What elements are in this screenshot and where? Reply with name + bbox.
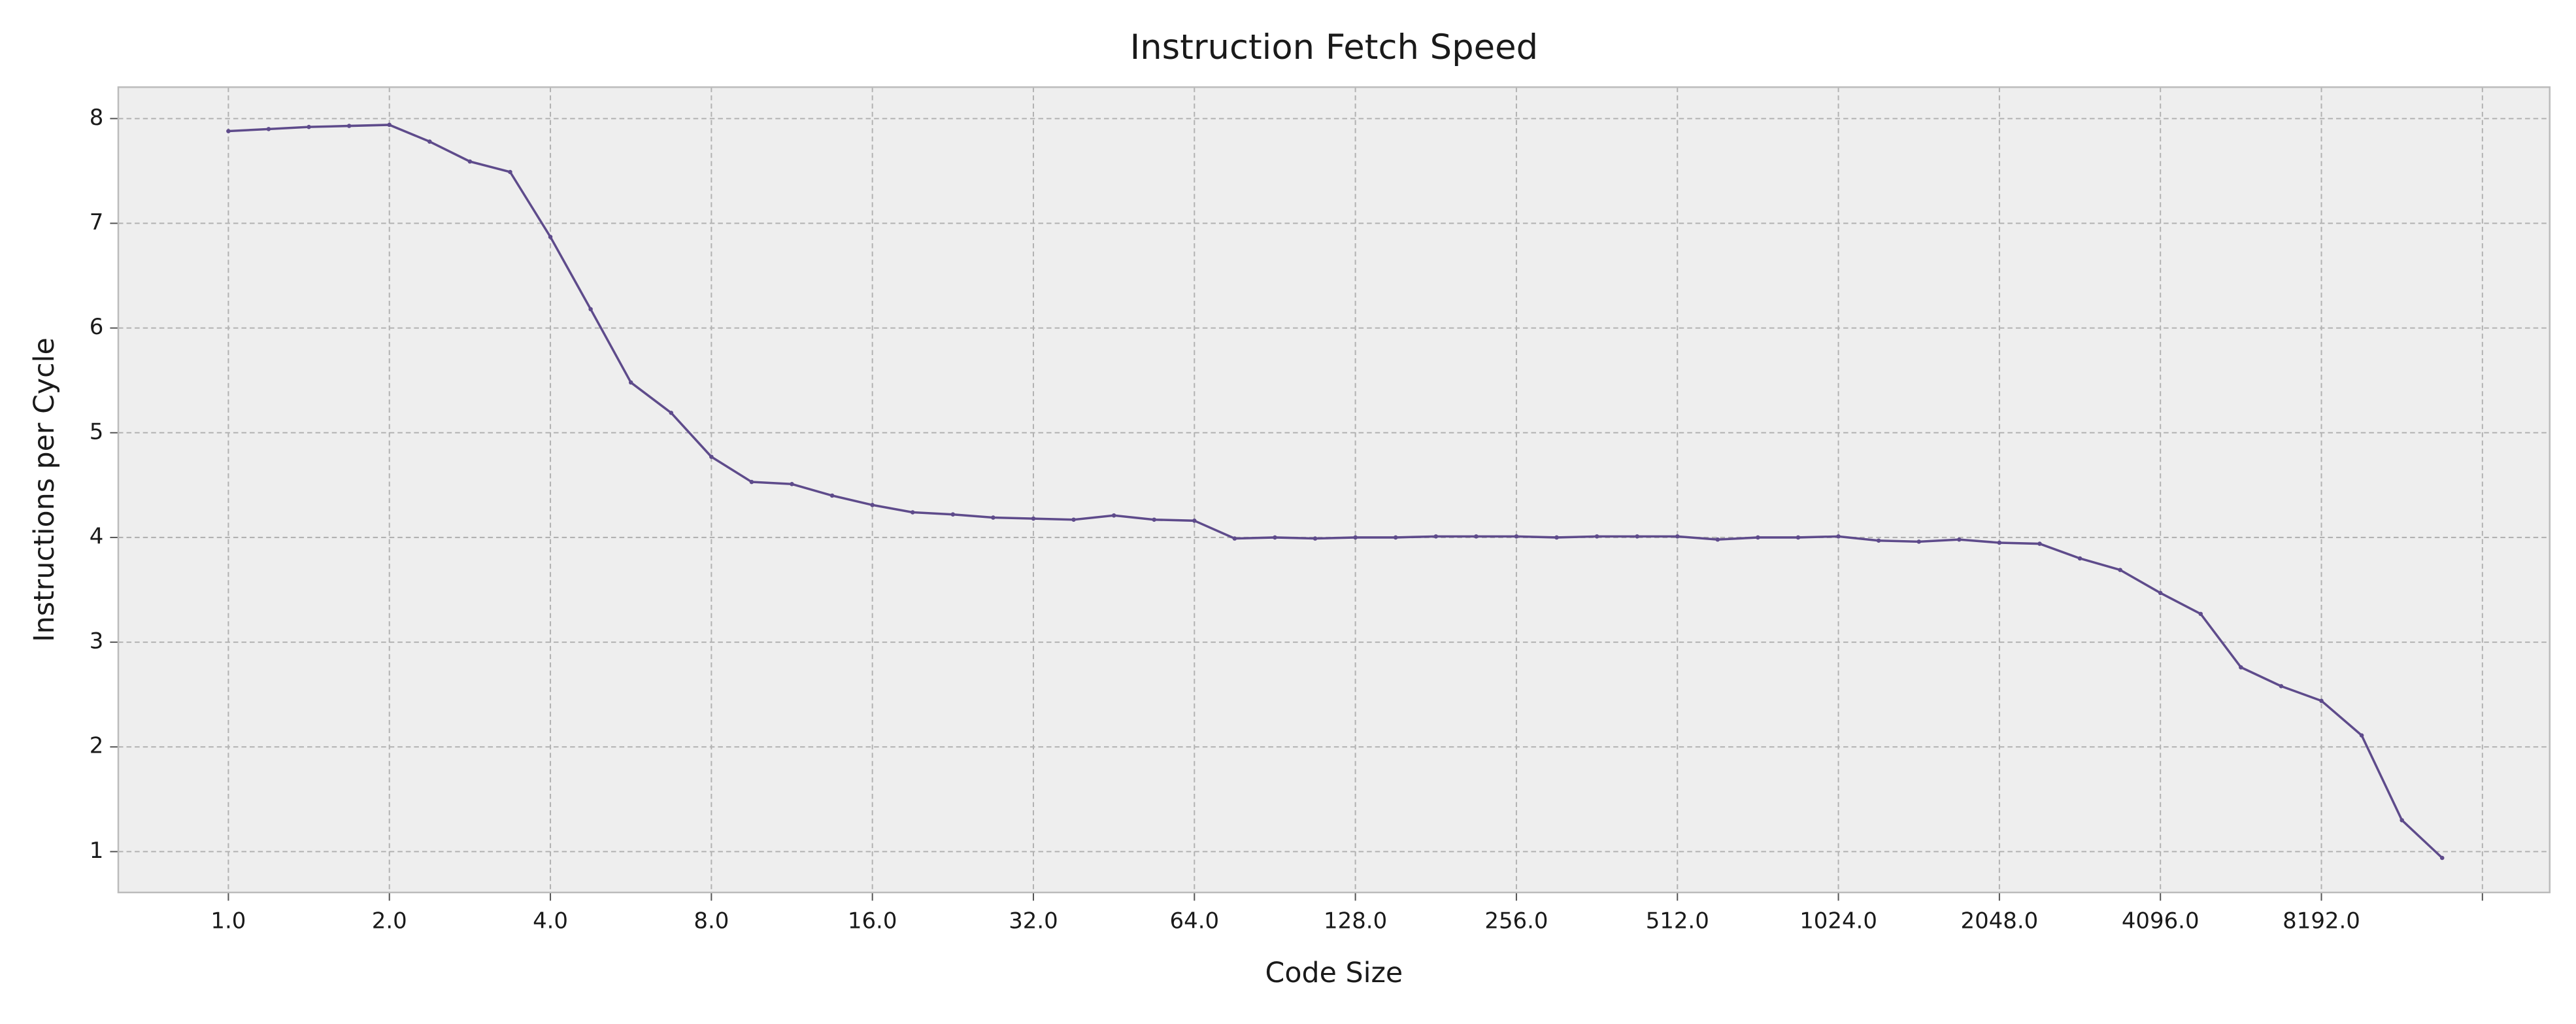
data-point bbox=[2077, 556, 2083, 561]
x-tick-label: 16.0 bbox=[848, 909, 897, 934]
data-point bbox=[669, 411, 674, 415]
data-point bbox=[1152, 517, 1156, 522]
x-tick-label: 256.0 bbox=[1484, 909, 1548, 934]
data-point bbox=[870, 503, 875, 507]
y-tick-label: 8 bbox=[90, 105, 104, 131]
data-point bbox=[1635, 534, 1639, 539]
data-point bbox=[1916, 539, 1921, 544]
data-point bbox=[1554, 535, 1559, 540]
plot-background bbox=[118, 87, 2550, 893]
data-point bbox=[1433, 534, 1439, 539]
x-tick-label: 64.0 bbox=[1170, 909, 1220, 934]
x-tick-label: 8.0 bbox=[694, 909, 729, 934]
data-point bbox=[467, 159, 473, 164]
data-point bbox=[1111, 513, 1116, 518]
data-point bbox=[1071, 517, 1076, 522]
data-point bbox=[2198, 611, 2203, 617]
data-point bbox=[1273, 535, 1277, 540]
data-line bbox=[228, 124, 2443, 859]
x-tick-label: 2048.0 bbox=[1961, 909, 2039, 934]
chart-title: Instruction Fetch Speed bbox=[1130, 27, 1538, 67]
x-tick-label: 2.0 bbox=[372, 909, 407, 934]
data-point bbox=[1232, 536, 1237, 541]
data-point bbox=[829, 493, 835, 498]
data-point bbox=[1997, 540, 2002, 545]
data-point bbox=[1876, 538, 1881, 543]
y-tick-label: 5 bbox=[90, 419, 104, 445]
data-point bbox=[2319, 698, 2324, 704]
data-point bbox=[1957, 537, 1962, 542]
data-point bbox=[1675, 534, 1680, 539]
x-tick-label: 8192.0 bbox=[2283, 909, 2360, 934]
data-point bbox=[266, 127, 271, 131]
x-tick-label: 128.0 bbox=[1324, 909, 1387, 934]
data-point bbox=[1474, 534, 1479, 539]
data-point bbox=[628, 380, 633, 385]
x-tick-label: 4.0 bbox=[533, 909, 568, 934]
x-tick-label: 512.0 bbox=[1646, 909, 1709, 934]
x-tick-label: 4096.0 bbox=[2122, 909, 2200, 934]
data-point bbox=[2359, 733, 2364, 738]
data-point bbox=[1836, 534, 1841, 539]
data-point bbox=[749, 479, 754, 485]
data-point bbox=[548, 235, 553, 239]
data-point bbox=[508, 169, 512, 175]
data-point bbox=[2239, 665, 2243, 670]
data-point bbox=[950, 512, 956, 517]
y-tick-label: 6 bbox=[90, 315, 104, 340]
data-point bbox=[1715, 537, 1720, 542]
data-point bbox=[1313, 536, 1318, 541]
y-tick-label: 4 bbox=[90, 524, 104, 549]
data-point bbox=[387, 122, 392, 128]
data-point bbox=[1031, 516, 1036, 521]
data-point bbox=[427, 139, 432, 144]
y-tick-label: 1 bbox=[90, 838, 104, 864]
data-point bbox=[1756, 535, 1760, 540]
data-point bbox=[2158, 590, 2163, 596]
data-point bbox=[1353, 535, 1358, 540]
data-point bbox=[588, 307, 593, 312]
y-tick-label: 7 bbox=[90, 210, 104, 235]
x-tick-label: 32.0 bbox=[1009, 909, 1058, 934]
data-point bbox=[2400, 818, 2404, 823]
data-point bbox=[1192, 519, 1197, 523]
data-point bbox=[1393, 535, 1398, 540]
data-point bbox=[307, 124, 311, 129]
x-axis-label: Code Size bbox=[1265, 957, 1403, 989]
y-axis-label: Instructions per Cycle bbox=[28, 337, 61, 642]
y-tick-label: 2 bbox=[90, 734, 104, 759]
data-point bbox=[910, 510, 915, 515]
data-point bbox=[346, 124, 352, 128]
x-tick-label: 1.0 bbox=[210, 909, 246, 934]
data-point bbox=[2279, 684, 2284, 689]
data-point bbox=[790, 481, 794, 486]
data-point bbox=[2118, 568, 2122, 572]
x-tick-label: 1024.0 bbox=[1799, 909, 1877, 934]
data-point bbox=[226, 129, 231, 133]
data-point bbox=[1514, 534, 1519, 539]
data-point bbox=[2439, 855, 2445, 861]
data-point bbox=[1594, 534, 1599, 539]
y-tick-label: 3 bbox=[90, 629, 104, 655]
data-point bbox=[709, 454, 714, 459]
data-point bbox=[991, 515, 995, 520]
plot-frame bbox=[117, 86, 2551, 894]
data-point bbox=[1796, 535, 1801, 540]
data-point bbox=[2037, 541, 2042, 546]
